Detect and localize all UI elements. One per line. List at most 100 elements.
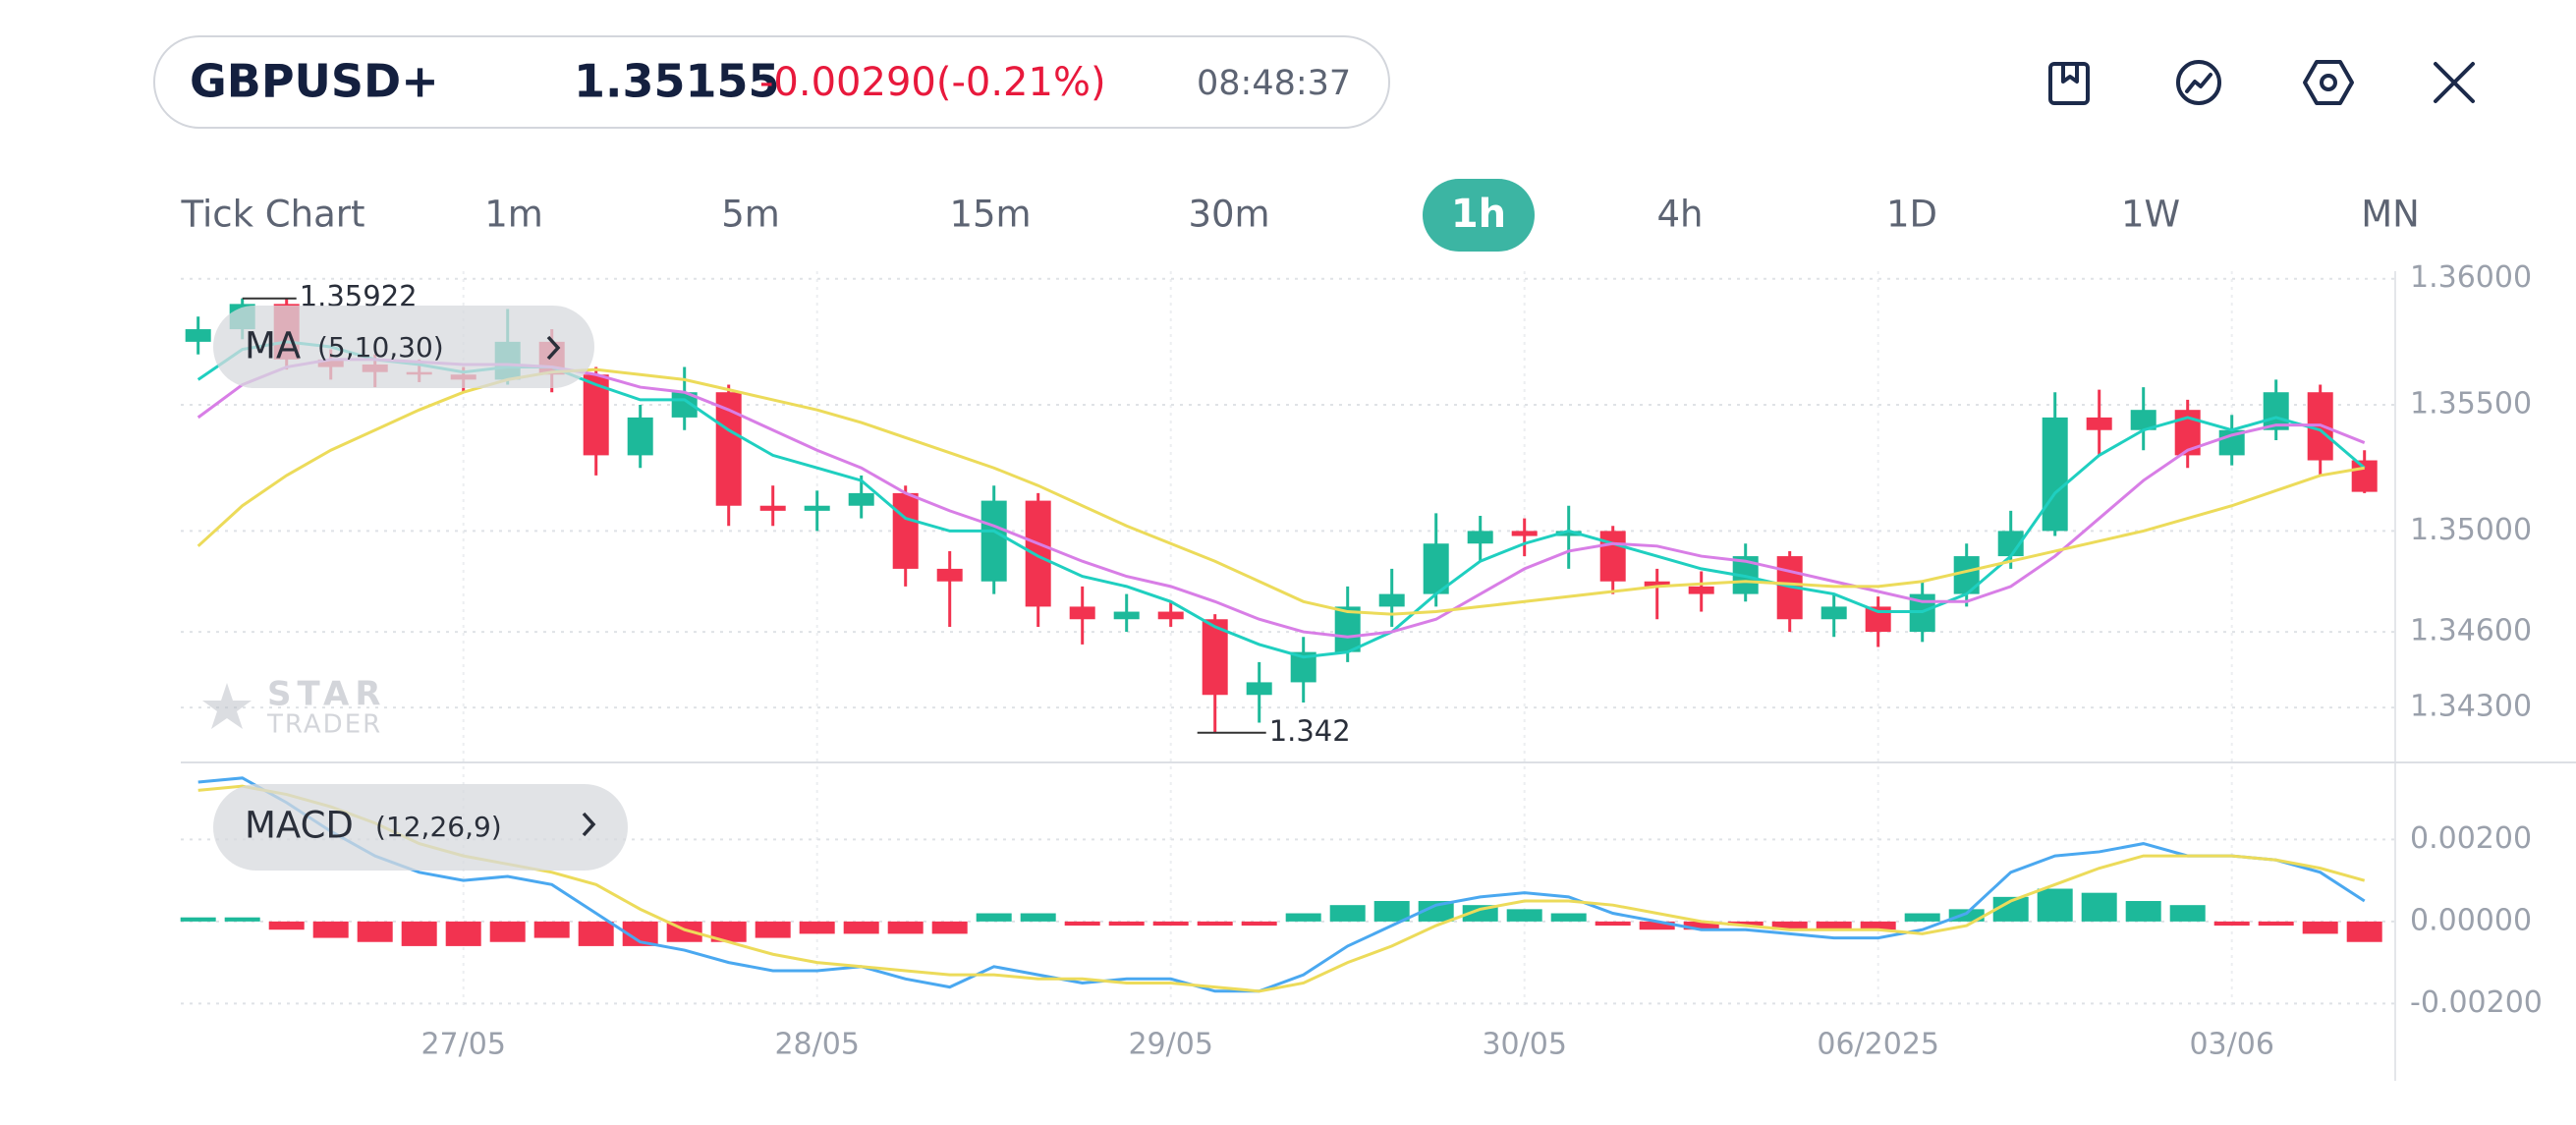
candle-body: [2086, 417, 2112, 430]
candle-body: [1953, 556, 1980, 594]
macd-pill[interactable]: MACD (12,26,9): [213, 784, 628, 871]
symbol: GBPUSD+: [190, 55, 439, 108]
histogram-bar: [1948, 909, 1985, 922]
candle-body: [936, 568, 963, 582]
x-tick-label: 27/05: [420, 1028, 505, 1062]
histogram-bar: [1816, 921, 1852, 930]
histogram-bar: [312, 921, 349, 938]
time: 08:48:37: [1197, 64, 1351, 103]
quote-pill: [153, 35, 1390, 129]
timeframe-tab[interactable]: 4h: [1657, 194, 1704, 236]
y-tick-label: 1.34300: [2410, 690, 2532, 724]
histogram-bar: [401, 921, 437, 946]
histogram-bar: [2037, 888, 2073, 922]
histogram-bar: [268, 921, 305, 930]
histogram-bar: [931, 921, 968, 934]
timeframe-tab[interactable]: MN: [2361, 194, 2420, 236]
indicator-icon[interactable]: [2176, 60, 2221, 105]
histogram-bar: [755, 921, 791, 938]
histogram-bar: [489, 921, 526, 942]
y-tick-label: 0.00000: [2410, 903, 2532, 937]
histogram-bar: [2081, 892, 2117, 922]
histogram-bar: [2302, 921, 2338, 934]
indicator-name: MACD: [245, 805, 354, 847]
histogram-bar: [2169, 905, 2206, 922]
histogram-bar: [2125, 901, 2161, 922]
candle-body: [1025, 500, 1051, 607]
bookmark-icon[interactable]: [2048, 62, 2090, 105]
histogram-bar: [1020, 913, 1056, 922]
histogram-bar: [1550, 913, 1587, 922]
candle-body: [1555, 531, 1582, 536]
histogram-bar: [1152, 921, 1189, 927]
histogram-bar: [1064, 921, 1100, 927]
histogram-bar: [1595, 921, 1631, 927]
timeframe-tab[interactable]: 1W: [2121, 194, 2180, 236]
candle-body: [1246, 682, 1272, 696]
settings-icon[interactable]: [2303, 60, 2354, 105]
y-tick-label: 1.35500: [2410, 387, 2532, 422]
candle-body: [1599, 531, 1626, 582]
min-label: 1.342: [1269, 714, 1351, 748]
timeframe-tab[interactable]: 30m: [1188, 194, 1269, 236]
candle-body: [1467, 531, 1493, 544]
y-tick-label: 1.35000: [2410, 513, 2532, 547]
candle-body: [1378, 593, 1405, 607]
candle-body: [1113, 611, 1140, 620]
histogram-bar: [2213, 921, 2250, 927]
close-icon[interactable]: [2434, 62, 2475, 103]
chart: 27/05 28/05 29/05 30/05 06/2025 03/06 1.36000 1…: [180, 260, 2576, 1081]
indicator-params: (5,10,30): [317, 331, 444, 364]
candle-body: [804, 505, 830, 511]
timeframe-tab[interactable]: Tick Chart: [181, 194, 365, 236]
y-tick-label: 1.34600: [2410, 614, 2532, 648]
indicator-line: [197, 776, 2366, 993]
timeframe-tab[interactable]: 1h: [1451, 192, 1506, 237]
histogram-bar: [976, 913, 1012, 922]
timeframe-tab[interactable]: 1D: [1886, 194, 1937, 236]
histogram-bar: [180, 917, 216, 922]
histogram-bar: [887, 921, 924, 934]
active-tab: [1423, 179, 1535, 252]
timeframe-tab[interactable]: 5m: [721, 194, 780, 236]
y-tick-label: -0.00200: [2410, 985, 2543, 1020]
timeframe-tab[interactable]: 1m: [484, 194, 543, 236]
x-tick-label: 30/05: [1482, 1028, 1566, 1062]
candle-body: [2351, 460, 2378, 492]
x-tick-label: 29/05: [1128, 1028, 1212, 1062]
indicator-name: MA: [245, 325, 301, 367]
timeframe-tab[interactable]: 15m: [949, 194, 1031, 236]
candle-body: [1202, 619, 1228, 696]
candle-body: [2130, 410, 2156, 430]
candle-body: [1157, 611, 1184, 620]
histogram-bar: [1683, 921, 1719, 930]
histogram-bar: [1506, 909, 1542, 922]
x-tick-label: 28/05: [774, 1028, 859, 1062]
candle-body: [759, 505, 786, 511]
histogram-bar: [1108, 921, 1145, 927]
candle-body: [1423, 543, 1449, 594]
watermark: STAR TRADER: [202, 675, 381, 740]
histogram-bar: [710, 921, 747, 942]
indicator-line: [196, 358, 2366, 639]
indicator-line: [197, 784, 2366, 993]
candle-body: [1334, 606, 1361, 652]
candle-body: [1644, 581, 1670, 587]
x-tick-label: 03/06: [2189, 1028, 2273, 1062]
histogram-bar: [357, 921, 393, 942]
candle-body: [1688, 586, 1714, 594]
candle-body: [627, 417, 653, 456]
ma-pill[interactable]: MA (5,10,30): [213, 306, 594, 388]
histogram-bar: [2258, 921, 2294, 927]
histogram-bar: [1418, 901, 1454, 922]
indicator-line: [196, 367, 2365, 616]
y-tick-label: 1.36000: [2410, 260, 2532, 295]
candle-body: [1069, 606, 1095, 620]
candle-body: [892, 492, 919, 569]
ma-pill-bg: [213, 306, 594, 388]
histogram-bar: [1462, 905, 1498, 922]
candle-body: [185, 329, 211, 342]
histogram-bar: [1727, 921, 1764, 927]
macd-pill-bg: [213, 784, 628, 871]
